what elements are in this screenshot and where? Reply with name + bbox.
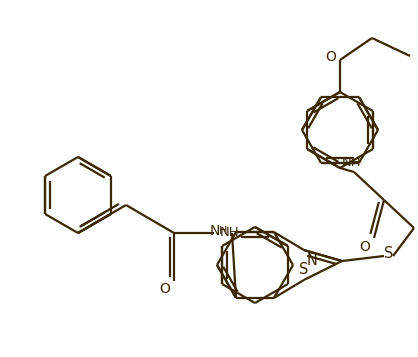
Text: NH: NH (220, 226, 240, 240)
Text: O: O (359, 240, 370, 254)
Text: O: O (326, 50, 336, 64)
Text: N: N (210, 224, 220, 238)
Text: S: S (299, 262, 308, 277)
Text: H: H (219, 226, 227, 236)
Text: NH: NH (342, 156, 362, 169)
Text: O: O (160, 282, 171, 296)
Text: S: S (384, 246, 394, 261)
Text: N: N (306, 253, 317, 268)
